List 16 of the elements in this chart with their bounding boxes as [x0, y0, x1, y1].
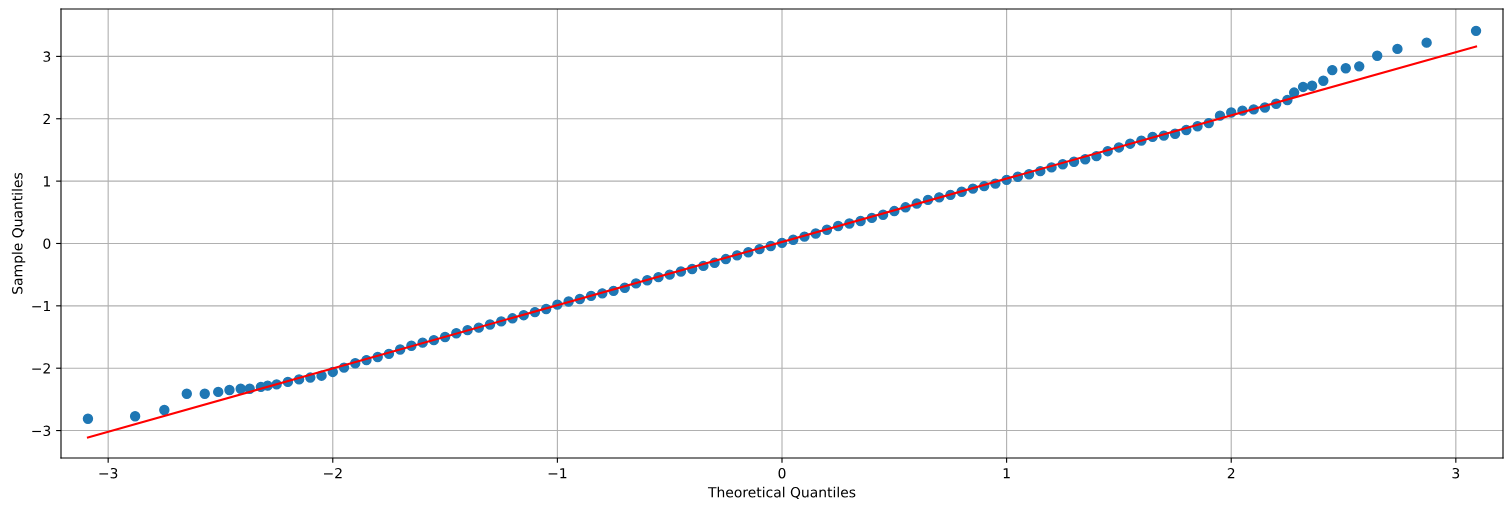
x-tick-label: 3 [1452, 467, 1460, 479]
y-tick-label: 3 [43, 51, 51, 62]
y-tick-label: 0 [43, 238, 51, 249]
y-tick-label: −3 [32, 425, 51, 437]
x-tick-label: 1 [1003, 468, 1010, 479]
y-tick-label: 1 [43, 176, 50, 187]
x-tick-label: 2 [1227, 467, 1235, 479]
y-axis-title: Sample Quantiles [11, 172, 26, 294]
x-axis-title: Theoretical Quantiles [707, 486, 856, 500]
y-tick-label: −1 [32, 300, 50, 312]
x-tick-label: −2 [324, 467, 342, 479]
y-tick-label: 2 [43, 113, 50, 125]
x-tick-label: 0 [778, 467, 786, 479]
x-tick-label: −3 [99, 467, 118, 479]
x-tick-label: −1 [548, 468, 567, 479]
y-tick-label: −2 [32, 363, 50, 374]
